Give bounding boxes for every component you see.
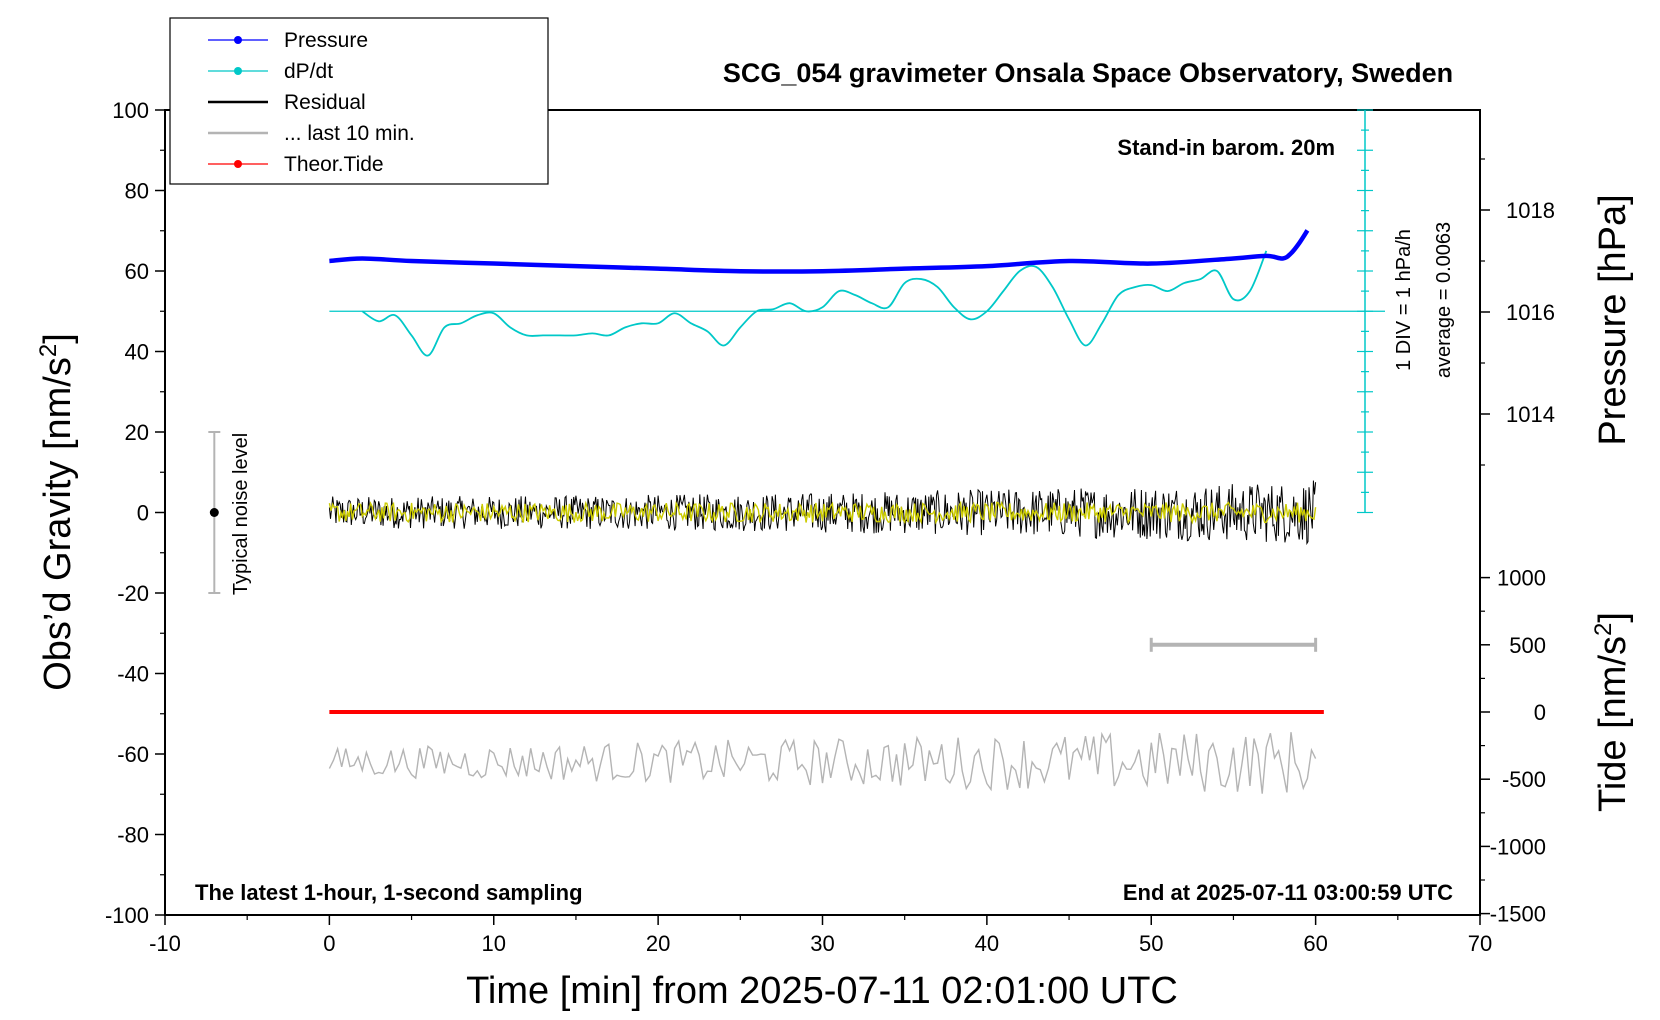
tide-tick-label: -1000 [1490, 834, 1546, 859]
bottom-axis: -10 0 10 20 30 40 50 60 70 [149, 915, 1492, 956]
x-tick-label: 10 [482, 931, 506, 956]
pressure-tick-label: 1016 [1506, 300, 1555, 325]
y-tick-label: 0 [137, 501, 149, 526]
x-tick-label: -10 [149, 931, 181, 956]
y-tick-label: -60 [117, 742, 149, 767]
tide-tick-label: -1500 [1490, 902, 1546, 927]
y-axis-tide-title: Tide [nm/s2] [1590, 612, 1634, 812]
tide-tick-label: 0 [1534, 700, 1546, 725]
y-tick-label: 20 [125, 420, 149, 445]
y-axis-pressure-title: Pressure [hPa] [1592, 194, 1634, 445]
pressure-series [329, 229, 1310, 274]
y-tick-label: 80 [125, 179, 149, 204]
dpdt-scale-note: 1 DIV = 1 hPa/h [1393, 229, 1415, 371]
legend-label: Pressure [284, 29, 368, 52]
legend-swatch-marker [234, 160, 242, 168]
tide-tick-label: 500 [1509, 633, 1546, 658]
noise-bar-dot [209, 508, 219, 517]
dpdt-series [329, 250, 1385, 357]
legend-label: Residual [284, 91, 366, 114]
legend-label: ... last 10 min. [284, 122, 415, 145]
legend-items: Pressure dP/dt Residual ... last 10 min. The… [208, 29, 415, 176]
y-tick-label: 40 [125, 340, 149, 365]
x-tick-label: 0 [323, 931, 335, 956]
y-tick-label: -40 [117, 662, 149, 687]
y-tick-label: 60 [125, 259, 149, 284]
legend-swatch-marker [234, 67, 242, 75]
pressure-tick-label: 1014 [1506, 402, 1555, 427]
tide-tick-label: -500 [1502, 767, 1546, 792]
noise-level-note: Typical noise level [230, 433, 252, 595]
left-axis: 100 80 60 40 20 0 -20 -40 -60 -80 -100 [105, 98, 165, 928]
y-tick-label: 100 [112, 98, 149, 123]
right-axis: 1018 1016 1014 1000 500 0 -500 -1000 -1500 [1480, 158, 1555, 927]
barometer-note: Stand-in barom. 20m [1117, 135, 1335, 160]
y-axis-left-title: Obs’d Gravity [nm/s2] [35, 333, 79, 691]
pressure-tick-label: 1018 [1506, 198, 1555, 223]
legend-label: Theor.Tide [284, 153, 384, 176]
y-tick-label: -80 [117, 823, 149, 848]
x-tick-label: 50 [1139, 931, 1163, 956]
dpdt-line [361, 250, 1268, 357]
chart-title: SCG_054 gravimeter Onsala Space Observat… [723, 58, 1453, 88]
legend-swatch-marker [234, 36, 242, 44]
x-tick-label: 20 [646, 931, 670, 956]
residual-smoothed-line [328, 500, 1317, 525]
tide-residual-line [328, 731, 1317, 794]
tide-tick-label: 1000 [1497, 566, 1546, 591]
legend: Pressure dP/dt Residual ... last 10 min. The… [169, 17, 549, 185]
tide-series [328, 710, 1324, 794]
residual-line [328, 480, 1317, 546]
x-axis-title: Time [min] from 2025-07-11 02:01:00 UTC [466, 970, 1178, 1012]
pressure-line [329, 229, 1310, 274]
end-time-note: End at 2025-07-11 03:00:59 UTC [1123, 880, 1453, 905]
y-tick-label: -100 [105, 903, 149, 928]
legend-label: dP/dt [284, 60, 333, 83]
x-tick-label: 30 [810, 931, 834, 956]
annotation-marks [208, 109, 1373, 652]
sampling-note: The latest 1-hour, 1-second sampling [195, 880, 583, 905]
x-tick-label: 40 [975, 931, 999, 956]
dpdt-average-note: average = 0.0063 [1433, 222, 1455, 378]
x-tick-label: 60 [1303, 931, 1327, 956]
y-tick-label: -20 [117, 581, 149, 606]
residual-series [328, 480, 1317, 546]
x-tick-label: 70 [1468, 931, 1492, 956]
